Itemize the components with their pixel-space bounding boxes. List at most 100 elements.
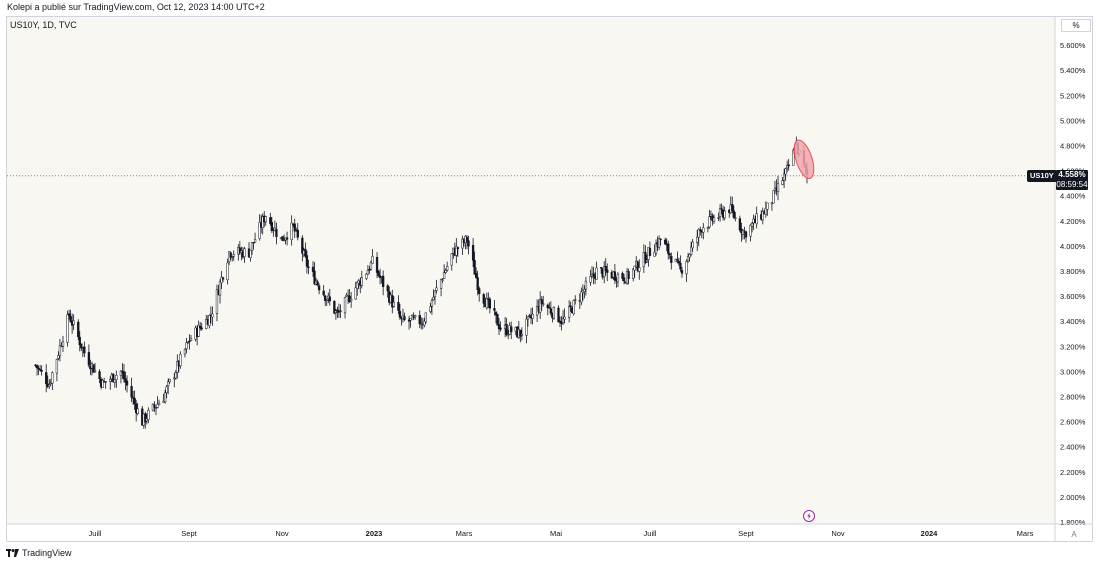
tradingview-logo[interactable]: TradingView [6,548,72,558]
auto-scale-button[interactable]: A [1071,529,1077,539]
candle [430,298,434,315]
candle [311,261,315,277]
publish-text: Kolepi a publié sur TradingView.com, Oct… [7,2,265,12]
y-tick-label: 2.800% [1060,393,1086,402]
candle [702,222,705,240]
candle-body [281,236,284,241]
y-tick-label: 2.200% [1060,468,1086,477]
candle-body [755,213,758,225]
candle [369,260,373,271]
x-tick-label: Nov [831,529,845,538]
candle-body [226,262,229,281]
candle-body [584,280,588,290]
candle [677,257,681,266]
candle [648,241,652,257]
tradingview-logo-text: TradingView [22,548,72,558]
candle-body [77,321,80,338]
candle [124,371,127,391]
candle [38,364,42,372]
candle-body [557,307,560,323]
candle [494,311,498,324]
x-tick-label: Juill [644,529,657,538]
candle-body [677,261,681,264]
candle-body [648,248,652,256]
candle-body [561,318,565,324]
y-tick-label: 2.400% [1060,443,1086,452]
bar-countdown: 08:59:54 [1056,179,1088,189]
current-price-label: 4.558% 08:59:54 [1056,169,1088,190]
candle [220,271,223,290]
candle [519,329,522,343]
candle [560,316,563,331]
candle-body [781,180,784,185]
candle [546,303,549,316]
candle-body [311,266,315,272]
candle-body [764,208,767,215]
candle [270,216,274,233]
candle-body [156,403,159,408]
candle-body [93,370,97,372]
candle-body [37,367,40,370]
candle [604,258,607,276]
candle-body [197,325,200,337]
candle-body [296,229,299,238]
x-tick-label: Mars [1017,529,1034,538]
candle [386,284,389,298]
candle [471,238,475,268]
candle-body [147,410,150,420]
candle-body [732,210,735,218]
candle [696,229,699,251]
candle-body [176,361,179,373]
candle-body [414,315,417,318]
candle [328,288,331,306]
x-tick-label: Sept [738,529,754,538]
candle-body [456,247,460,250]
candle [574,295,577,305]
candle [282,234,286,242]
candle-body [686,256,690,262]
unit-selector[interactable]: % [1061,19,1091,32]
candle [720,203,723,215]
candle-body [606,269,609,273]
candle [636,260,639,273]
plot-area[interactable] [7,17,1055,524]
candle [792,148,795,166]
x-tick-label: Juill [89,529,102,538]
candle [290,215,293,246]
candle [378,268,382,285]
candle [761,207,764,225]
candle-body [109,379,112,382]
candle [144,411,147,429]
candle [163,389,167,404]
candle-body [542,303,545,305]
x-tick-label: Sept [181,529,197,538]
candle [243,246,246,264]
candle [433,290,437,305]
candle [231,256,234,262]
y-tick-label: 3.600% [1060,292,1086,301]
candle-body [282,239,286,241]
candle [439,278,443,297]
candle [659,238,662,246]
candle [557,305,560,323]
candle [781,176,784,186]
candle [377,270,380,278]
candle [101,378,104,388]
candle-body [112,373,115,383]
candle [708,209,711,229]
candle [444,268,447,274]
candle [653,244,656,257]
candle [668,252,671,259]
candle-body [670,255,673,263]
candle [442,264,446,280]
candle [717,212,720,221]
candle [55,358,59,382]
candle-body [583,289,586,292]
candle [583,285,586,299]
candle-body [328,296,331,302]
candle [316,279,319,287]
candle [531,307,534,325]
price-axis: 5.600%5.400%5.200%5.000%4.800%4.600%4.40… [1060,41,1086,527]
candle-body [668,253,671,256]
candle [92,364,95,373]
